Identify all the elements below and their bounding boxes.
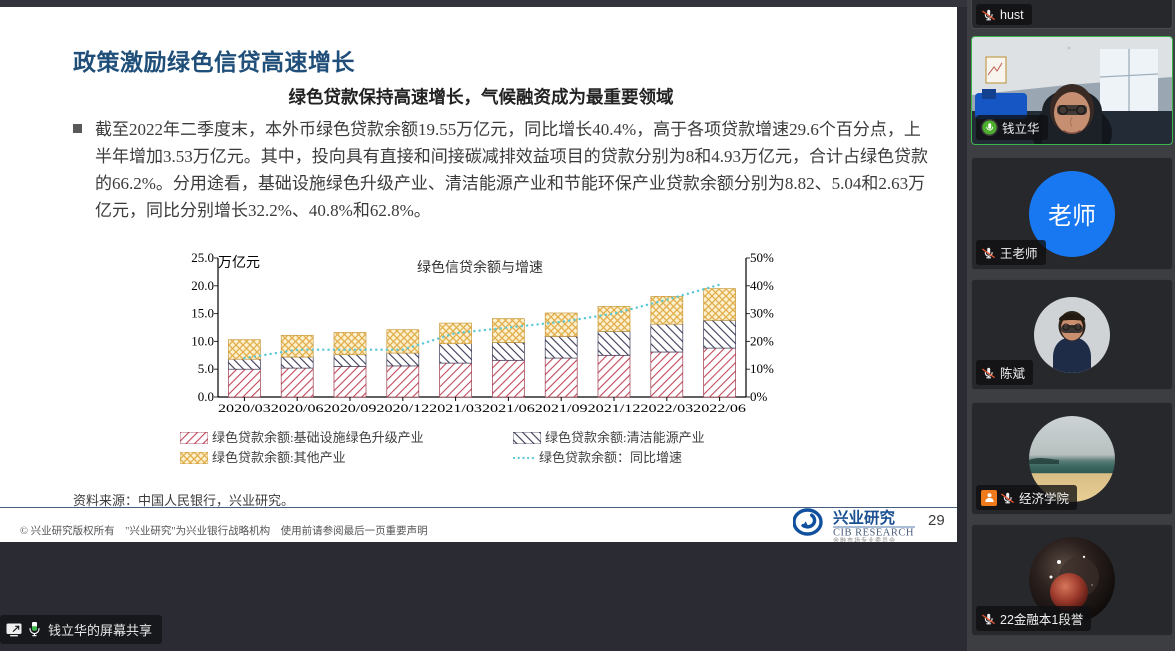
svg-text:2021/09: 2021/09	[535, 401, 588, 415]
svg-text:50%: 50%	[750, 250, 774, 265]
svg-text:40%: 40%	[750, 278, 774, 293]
svg-text:2021/12: 2021/12	[588, 401, 641, 415]
svg-text:2021/06: 2021/06	[482, 401, 535, 415]
svg-text:兴业研究: 兴业研究	[833, 508, 896, 527]
svg-text:2020/12: 2020/12	[376, 401, 429, 415]
svg-text:15.0: 15.0	[191, 306, 214, 321]
svg-text:2022/03: 2022/03	[640, 401, 693, 415]
svg-text:5.0: 5.0	[198, 361, 214, 376]
svg-text:老师: 老师	[1048, 196, 1096, 231]
svg-text:万亿元: 万亿元	[218, 255, 260, 271]
svg-text:CIB RESEARCH: CIB RESEARCH	[833, 528, 914, 539]
svg-text:25.0: 25.0	[191, 250, 214, 265]
svg-text:绿色信贷余额与增速: 绿色信贷余额与增速	[417, 259, 543, 276]
svg-text:2021/03: 2021/03	[429, 401, 482, 415]
svg-text:0%: 0%	[750, 389, 768, 404]
svg-text:20%: 20%	[750, 333, 774, 348]
svg-text:0.0: 0.0	[198, 389, 214, 404]
svg-text:2020/09: 2020/09	[324, 401, 377, 415]
svg-text:20.0: 20.0	[191, 278, 214, 293]
svg-text:2020/06: 2020/06	[271, 401, 324, 415]
svg-text:2020/03: 2020/03	[218, 401, 271, 415]
svg-text:10%: 10%	[750, 361, 774, 376]
svg-text:10.0: 10.0	[191, 333, 214, 348]
svg-text:30%: 30%	[750, 306, 774, 321]
svg-text:2022/06: 2022/06	[693, 401, 746, 415]
